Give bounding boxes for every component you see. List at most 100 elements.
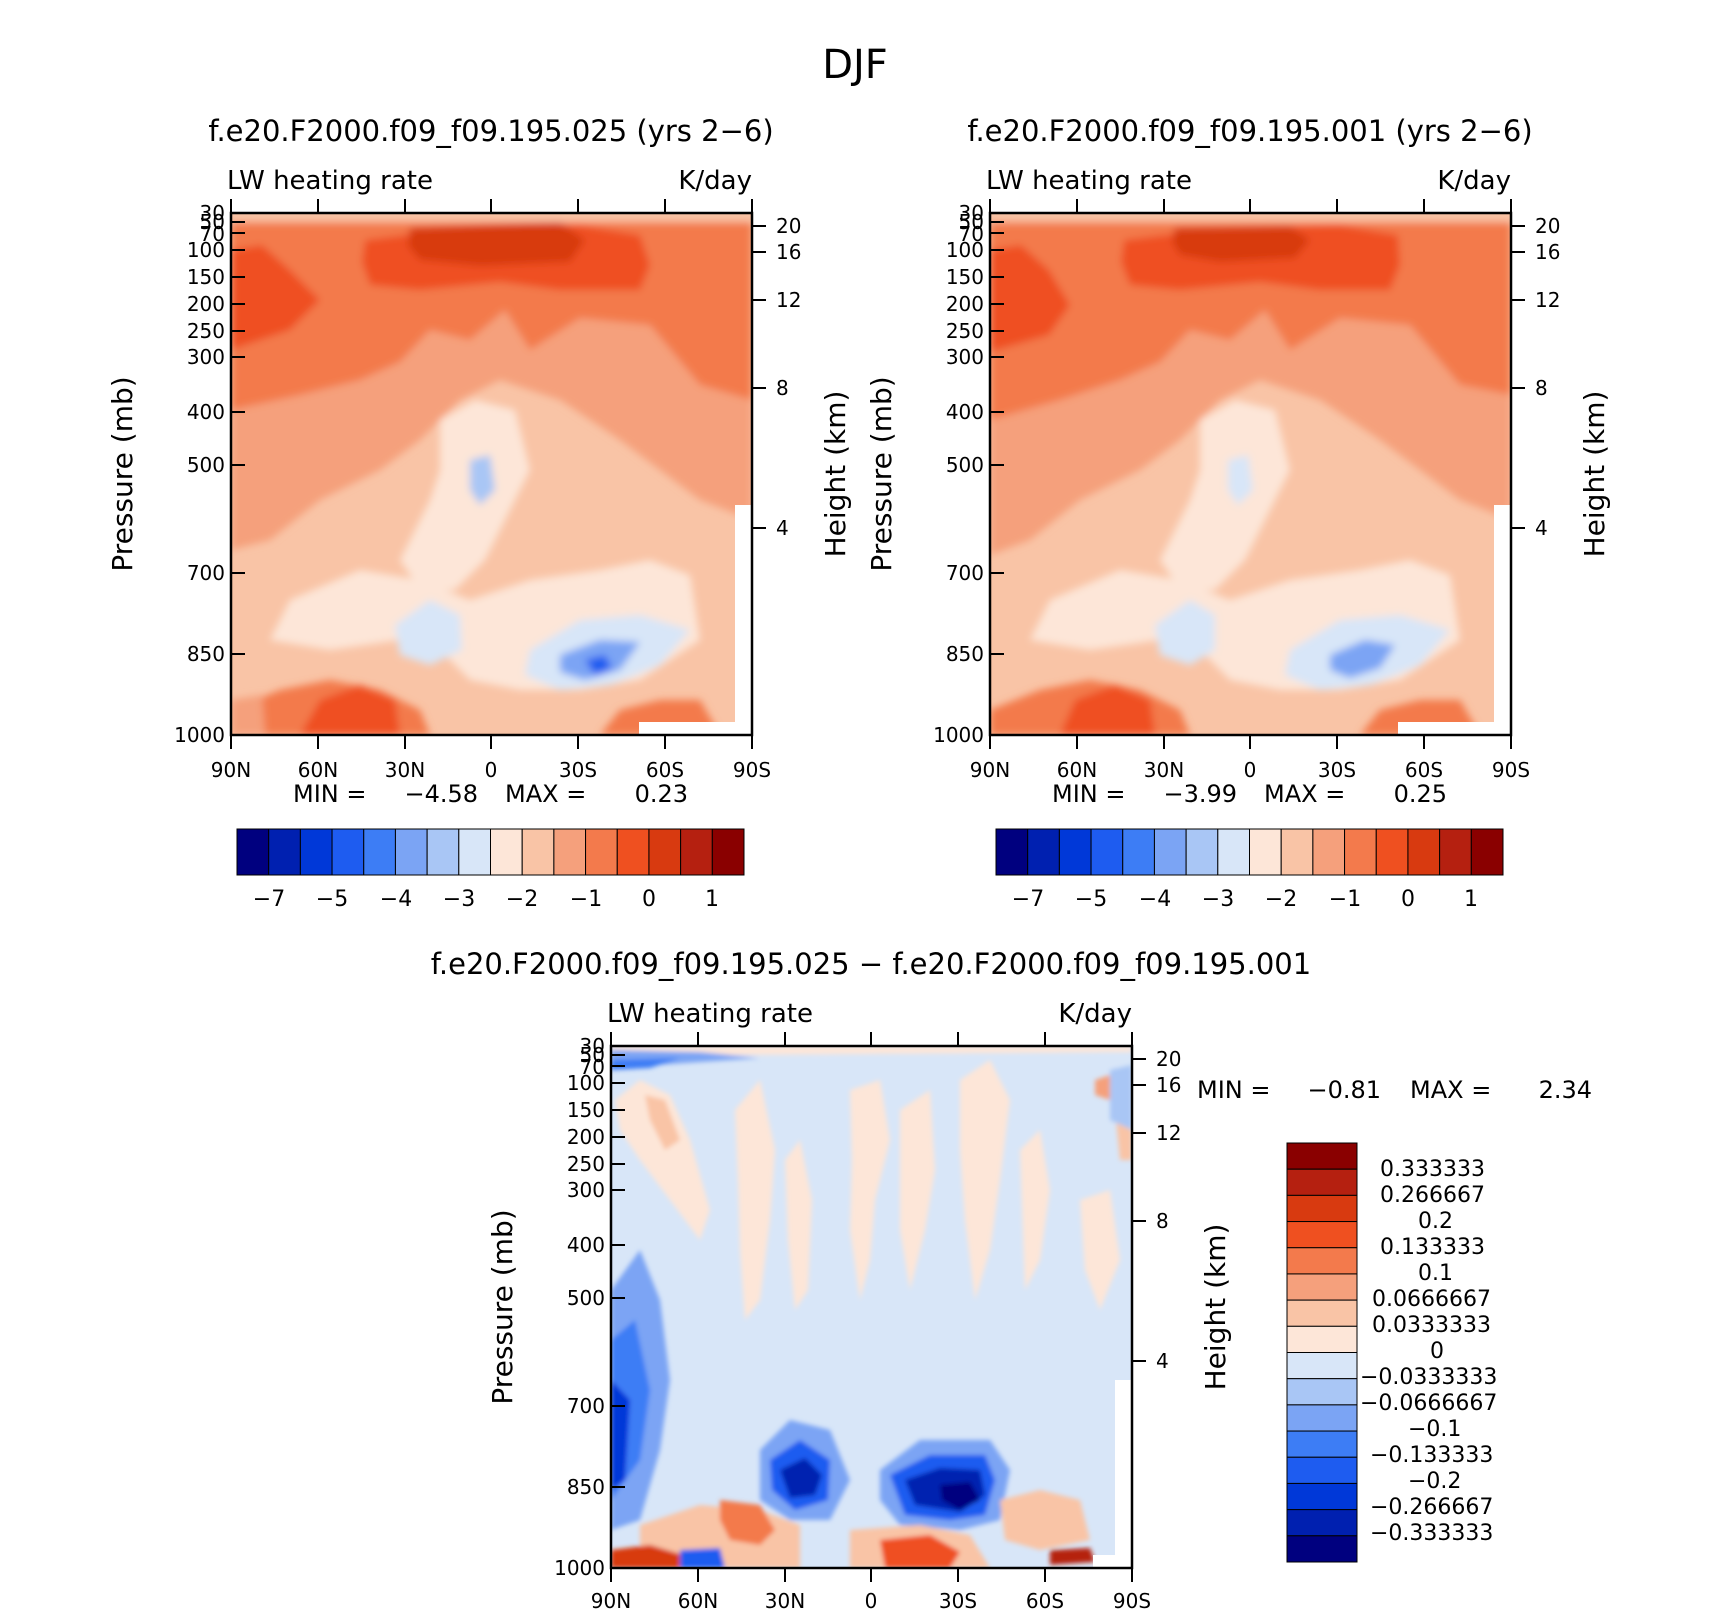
colorbar-label: −1 <box>1329 887 1361 912</box>
variable-label: LW heating rate <box>227 166 433 196</box>
colorbar-label: −0.133333 <box>1370 1443 1493 1468</box>
y-tick-label: 400 <box>946 400 984 424</box>
y-tick-label: 200 <box>946 292 984 316</box>
min-label: MIN = <box>293 780 366 808</box>
colorbar-label: 0 <box>1401 887 1415 912</box>
colorbar-swatch <box>1407 828 1441 876</box>
colorbar-label: −4 <box>1139 887 1171 912</box>
min-value: −4.58 <box>404 780 478 808</box>
colorbar-swatch <box>1286 1221 1358 1249</box>
x-tick-label: 0 <box>1244 758 1257 782</box>
colorbar-label: −0.266667 <box>1370 1495 1493 1520</box>
y-ticks: 30 50 70 100 150 200 250 300 400 500 700… <box>174 201 245 747</box>
y-tick-label: 100 <box>946 238 984 262</box>
y2-tick-label: 20 <box>1156 1047 1181 1071</box>
colorbar-swatch <box>1439 828 1472 876</box>
x-tick-label: 90N <box>211 758 251 782</box>
colorbar-label: −4 <box>380 887 412 912</box>
colorbar-label: −3 <box>1202 887 1234 912</box>
y-axis-label: Pressure (mb) <box>865 376 898 571</box>
y-tick-label: 250 <box>187 319 225 343</box>
colorbar-swatch <box>331 828 365 876</box>
x-ticks: 90N 60N 30N 0 30S 60S 90S <box>211 199 771 782</box>
x-tick-label: 0 <box>485 758 498 782</box>
y-tick-label: 30 <box>200 201 225 225</box>
x-tick-label: 30S <box>939 1589 977 1611</box>
colorbar-swatch <box>1344 828 1377 876</box>
y2-tick-label: 4 <box>1535 516 1548 540</box>
y-tick-label: 500 <box>567 1286 605 1310</box>
colorbar-label: 0.0333333 <box>1372 1313 1491 1338</box>
y-tick-label: 250 <box>946 319 984 343</box>
panel-title: f.e20.F2000.f09_f09.195.001 (yrs 2−6) <box>967 114 1532 148</box>
colorbar-swatch <box>1312 828 1346 876</box>
colorbar-label: −3 <box>443 887 475 912</box>
colorbar-swatch <box>1217 828 1251 876</box>
colorbar-swatch <box>1286 1430 1358 1458</box>
x-tick-label: 30S <box>1318 758 1356 782</box>
y2-tick-label: 16 <box>1535 240 1560 264</box>
colorbar-label: −0.0333333 <box>1360 1365 1497 1390</box>
colorbar-swatch <box>490 828 523 876</box>
colorbar <box>995 828 1504 876</box>
contour-field <box>231 213 752 735</box>
y-ticks: 30 50 70 100 150 200 250 300 400 500 700… <box>933 201 1004 747</box>
units-label: K/day <box>1437 166 1511 196</box>
colorbar-swatch <box>995 828 1029 876</box>
colorbar-swatch <box>1470 828 1504 876</box>
colorbar-label: −2 <box>1265 887 1297 912</box>
y-tick-label: 50 <box>200 210 225 234</box>
colorbar-swatch <box>1375 828 1409 876</box>
colorbar-swatch <box>616 828 650 876</box>
max-label: MAX = <box>505 780 586 808</box>
y-tick-label: 1000 <box>933 723 984 747</box>
y-tick-label: 850 <box>567 1475 605 1499</box>
colorbar-label: 0.266667 <box>1380 1183 1485 1208</box>
colorbar-label: 0.0666667 <box>1372 1287 1491 1312</box>
colorbar-swatch <box>1153 828 1187 876</box>
y-tick-label: 30 <box>959 201 984 225</box>
x-tick-label: 0 <box>865 1589 878 1611</box>
x-tick-label: 60S <box>646 758 684 782</box>
panel-title: f.e20.F2000.f09_f09.195.025 (yrs 2−6) <box>208 114 773 148</box>
colorbar-label: 0.1 <box>1418 1261 1453 1286</box>
x-tick-label: 30N <box>1144 758 1184 782</box>
x-tick-label: 60N <box>1057 758 1097 782</box>
y-tick-label: 1000 <box>554 1556 605 1580</box>
panel-control: f.e20.F2000.f09_f09.195.001 (yrs 2−6) LW… <box>865 114 1611 912</box>
y2-tick-label: 4 <box>1156 1349 1169 1373</box>
colorbar-swatch <box>1185 828 1219 876</box>
colorbar-label: −0.333333 <box>1370 1521 1493 1546</box>
variable-label: LW heating rate <box>607 999 813 1029</box>
y-tick-label: 200 <box>187 292 225 316</box>
y-tick-label: 300 <box>567 1178 605 1202</box>
x-ticks: 90N 60N 30N 0 30S 60S 90S <box>970 199 1530 782</box>
colorbar-label: −7 <box>253 887 285 912</box>
y-tick-label: 700 <box>187 561 225 585</box>
y-tick-label: 500 <box>946 453 984 477</box>
max-value: 2.34 <box>1539 1076 1592 1104</box>
colorbar-swatch <box>1286 1404 1358 1432</box>
y-tick-label: 50 <box>959 210 984 234</box>
colorbar-label: −0.0666667 <box>1360 1391 1497 1416</box>
colorbar-swatch <box>1249 828 1282 876</box>
y-tick-label: 70 <box>580 1055 605 1079</box>
colorbar-swatch <box>1286 1273 1358 1301</box>
x-tick-label: 60N <box>298 758 338 782</box>
x-tick-label: 90N <box>970 758 1010 782</box>
y-tick-label: 300 <box>187 345 225 369</box>
panel-difference: f.e20.F2000.f09_f09.195.025 − f.e20.F200… <box>431 947 1592 1611</box>
y-tick-label: 150 <box>946 265 984 289</box>
colorbar-swatch <box>1286 1378 1358 1406</box>
y2-ticks: 20 16 12 8 4 <box>1132 1047 1181 1373</box>
contour-field <box>611 1046 1132 1568</box>
y-tick-label: 150 <box>187 265 225 289</box>
colorbar-label: 0 <box>1430 1339 1444 1364</box>
y2-tick-label: 16 <box>1156 1073 1181 1097</box>
colorbar-swatch <box>1280 828 1314 876</box>
colorbar-swatch <box>1027 828 1060 876</box>
y-axis-label: Pressure (mb) <box>486 1209 519 1404</box>
colorbar-swatch <box>458 828 491 876</box>
colorbar-swatch <box>426 828 460 876</box>
contour-field <box>990 213 1511 735</box>
